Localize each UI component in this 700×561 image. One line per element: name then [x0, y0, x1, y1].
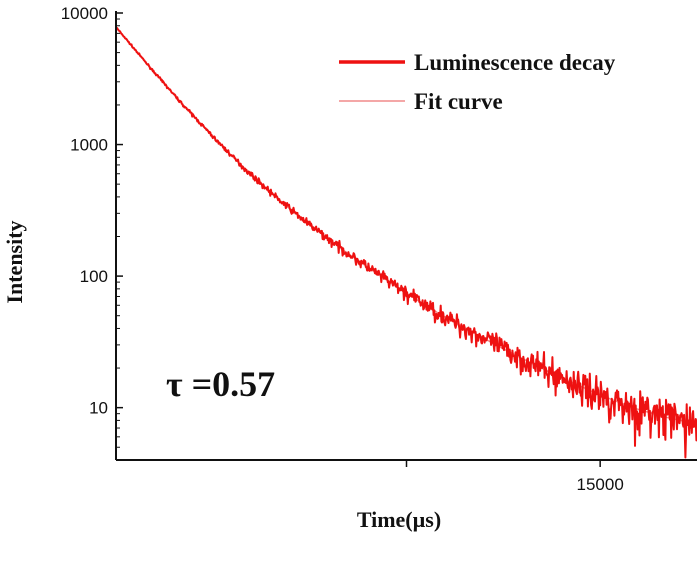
y-tick-label: 1000 — [70, 136, 108, 155]
legend-label-decay: Luminescence decay — [414, 50, 616, 75]
x-axis-label: Time(µs) — [357, 507, 441, 532]
x-tick-label: 15000 — [577, 475, 624, 494]
tau-annotation: τ =0.57 — [166, 364, 275, 404]
axes: 10 100 1000 10000 15000 — [61, 4, 697, 494]
y-tick-label: 10000 — [61, 4, 108, 23]
series-line-luminescence-decay — [116, 26, 697, 459]
legend: Luminescence decay Fit curve — [339, 50, 616, 114]
legend-label-fit: Fit curve — [414, 89, 503, 114]
y-tick-label: 100 — [80, 267, 108, 286]
y-tick-label: 10 — [89, 399, 108, 418]
plot-area — [116, 26, 697, 459]
y-axis-label: Intensity — [2, 220, 27, 303]
